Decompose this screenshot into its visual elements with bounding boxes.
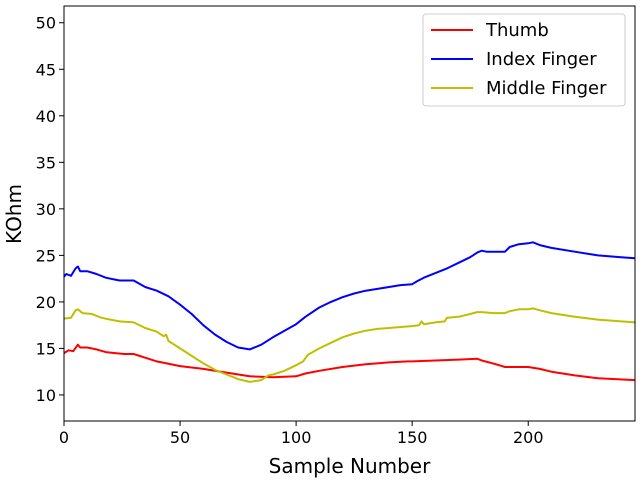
y-tick-label: 20 xyxy=(36,293,56,312)
x-tick-label: 100 xyxy=(281,428,312,447)
series-line-0 xyxy=(63,343,636,382)
legend-label-2: Middle Finger xyxy=(486,78,607,99)
y-tick-label: 35 xyxy=(36,153,56,172)
legend: Thumb Index Finger Middle Finger xyxy=(422,13,626,107)
legend-box xyxy=(422,13,626,107)
y-tick-label: 30 xyxy=(36,200,56,219)
series-layer xyxy=(63,241,636,383)
y-tick-label: 40 xyxy=(36,107,56,126)
x-tick-label: 0 xyxy=(59,428,69,447)
x-tick-label: 150 xyxy=(397,428,428,447)
series-line-2 xyxy=(63,307,636,383)
x-tick-label: 50 xyxy=(170,428,190,447)
y-tick-label: 50 xyxy=(36,14,56,33)
x-tick-label: 200 xyxy=(513,428,544,447)
x-axis-ticks: 0 50 100 150 200 xyxy=(59,421,544,447)
plot-frame xyxy=(63,5,636,422)
y-tick-label: 10 xyxy=(36,386,56,405)
y-tick-label: 25 xyxy=(36,246,56,265)
legend-label-1: Index Finger xyxy=(486,49,597,70)
y-tick-label: 45 xyxy=(36,60,56,79)
y-axis-label: KOhm xyxy=(2,184,26,244)
x-axis-label: Sample Number xyxy=(269,454,431,478)
series-line-1 xyxy=(63,241,636,351)
y-axis-ticks: 10 15 20 25 30 35 40 45 50 xyxy=(36,14,64,405)
legend-entries: Thumb Index Finger Middle Finger xyxy=(431,20,607,99)
y-tick-label: 15 xyxy=(36,339,56,358)
legend-label-0: Thumb xyxy=(485,20,549,41)
